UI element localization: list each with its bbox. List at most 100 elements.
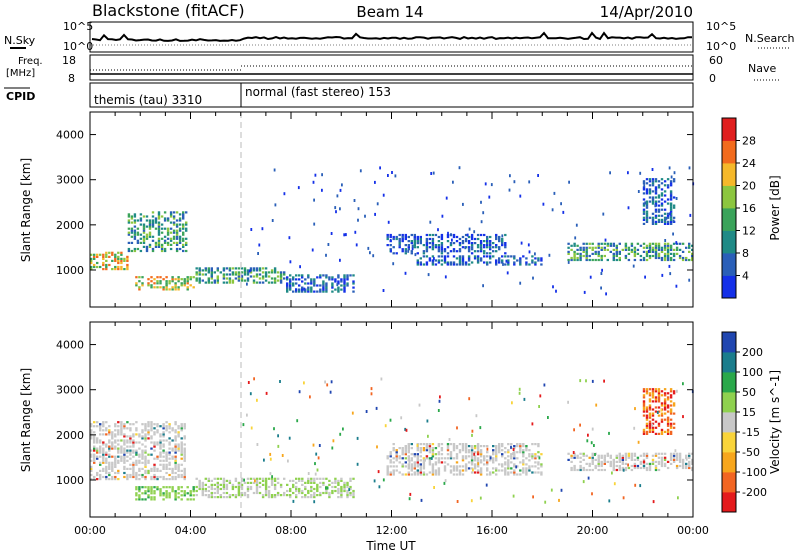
power-echo-cell <box>507 263 510 266</box>
power-echo-region <box>90 251 129 271</box>
power-echo-cell <box>153 278 156 281</box>
velocity-echo-cell <box>654 406 658 409</box>
power-echo-cell <box>666 178 670 181</box>
power-echo-cell <box>316 284 319 287</box>
velocity-echo-cell <box>479 453 483 456</box>
velocity-echo-cell <box>410 457 413 460</box>
velocity-echo-cell <box>90 431 93 434</box>
velocity-echo-cell <box>264 487 268 491</box>
velocity-echo-cell <box>645 406 649 409</box>
power-echo-cell <box>123 257 126 260</box>
power-echo-cell <box>267 275 271 278</box>
power-echo-cell <box>528 180 531 184</box>
power-echo-cell <box>672 216 676 219</box>
power-echo-cell <box>258 267 262 270</box>
velocity-echo-cell <box>404 445 407 448</box>
velocity-echo-cell <box>174 496 177 499</box>
power-echo-cell <box>163 217 167 220</box>
power-echo-cell <box>93 265 96 269</box>
velocity-echo-cell <box>645 466 649 470</box>
velocity-echo-cell <box>273 485 277 489</box>
velocity-echo-cell <box>380 377 383 381</box>
velocity-echo-cell <box>201 483 204 486</box>
velocity-echo-cell <box>228 496 232 499</box>
velocity-echo-cell <box>522 455 525 458</box>
power-echo-cell <box>506 271 509 275</box>
power-echo-cell <box>216 279 219 282</box>
velocity-echo-cell <box>458 443 462 446</box>
velocity-echo-cell <box>582 458 585 461</box>
power-echo-cell <box>431 246 435 249</box>
power-echo-cell <box>669 212 671 216</box>
velocity-echo-cell <box>507 443 510 446</box>
velocity-echo-cell <box>677 496 679 500</box>
velocity-echo-cell <box>675 456 679 459</box>
velocity-echo-cell <box>150 467 153 470</box>
power-echo-cell <box>156 282 159 285</box>
velocity-echo-cell <box>111 478 114 481</box>
velocity-echo-cell <box>165 425 168 428</box>
power-echo-cell <box>458 166 461 170</box>
velocity-echo-cell <box>313 477 316 480</box>
power-echo-cell <box>449 261 453 264</box>
velocity-echo-cell <box>395 469 398 472</box>
velocity-echo-cell <box>501 453 504 456</box>
power-echo-cell <box>678 242 682 245</box>
power-echo-cell <box>664 239 667 242</box>
velocity-echo-cell <box>609 464 612 468</box>
velocity-echo-cell <box>126 478 129 481</box>
velocity-echo-cell <box>642 462 646 465</box>
velocity-echo-cell <box>410 473 413 476</box>
velocity-echo-cell <box>663 458 667 461</box>
velocity-echo-cell <box>416 469 419 472</box>
velocity-echo-cell <box>437 473 441 476</box>
power-echo-cell <box>258 269 262 272</box>
power-echo-cell <box>449 242 453 245</box>
power-echo-cell <box>172 231 176 234</box>
velocity-echo-cell <box>313 500 316 504</box>
velocity-echo-cell <box>531 471 534 474</box>
power-echo-cell <box>585 252 588 255</box>
velocity-echo-cell <box>663 418 667 421</box>
power-echo-cell <box>204 281 207 284</box>
velocity-echo-cell <box>540 463 543 466</box>
velocity-echo-cell <box>316 483 319 486</box>
velocity-echo-cell <box>404 427 407 431</box>
velocity-colorbar-tick-label: 50 <box>742 386 756 399</box>
velocity-echo-cell <box>135 433 138 436</box>
velocity-echo-cell <box>261 494 265 497</box>
power-echo-cell <box>416 240 419 243</box>
velocity-echo-cell <box>150 498 153 501</box>
power-echo-cell <box>419 263 422 266</box>
velocity-echo-cell <box>609 456 612 459</box>
power-echo-cell <box>520 241 523 245</box>
power-echo-cell <box>428 237 432 241</box>
velocity-echo-cell <box>135 494 138 497</box>
power-echo-cell <box>133 231 137 234</box>
velocity-echo-cell <box>440 443 444 446</box>
velocity-echo-cell <box>461 457 465 460</box>
velocity-colorbar-label: Velocity [m s^-1] <box>768 370 782 474</box>
velocity-echo-cell <box>144 475 147 479</box>
velocity-echo-cell <box>648 462 652 465</box>
velocity-echo-cell <box>135 429 138 432</box>
velocity-echo-cell <box>189 498 192 501</box>
velocity-echo-cell <box>691 460 694 463</box>
power-echo-cell <box>651 248 655 251</box>
velocity-echo-cell <box>117 449 120 452</box>
velocity-echo-cell <box>443 469 447 472</box>
velocity-echo-cell <box>99 439 102 442</box>
velocity-echo-cell <box>90 467 93 470</box>
power-echo-cell <box>452 242 456 245</box>
velocity-echo-cell <box>207 485 210 489</box>
velocity-echo-cell <box>123 475 126 479</box>
power-echo-cell <box>93 257 96 260</box>
power-echo-cell <box>135 282 138 285</box>
power-echo-cell <box>498 240 501 243</box>
velocity-echo-cell <box>401 451 404 454</box>
velocity-echo-cell <box>409 492 412 496</box>
power-echo-cell <box>289 288 292 291</box>
power-echo-cell <box>172 215 176 218</box>
power-echo-cell <box>666 220 670 223</box>
velocity-echo-cell <box>213 477 216 480</box>
